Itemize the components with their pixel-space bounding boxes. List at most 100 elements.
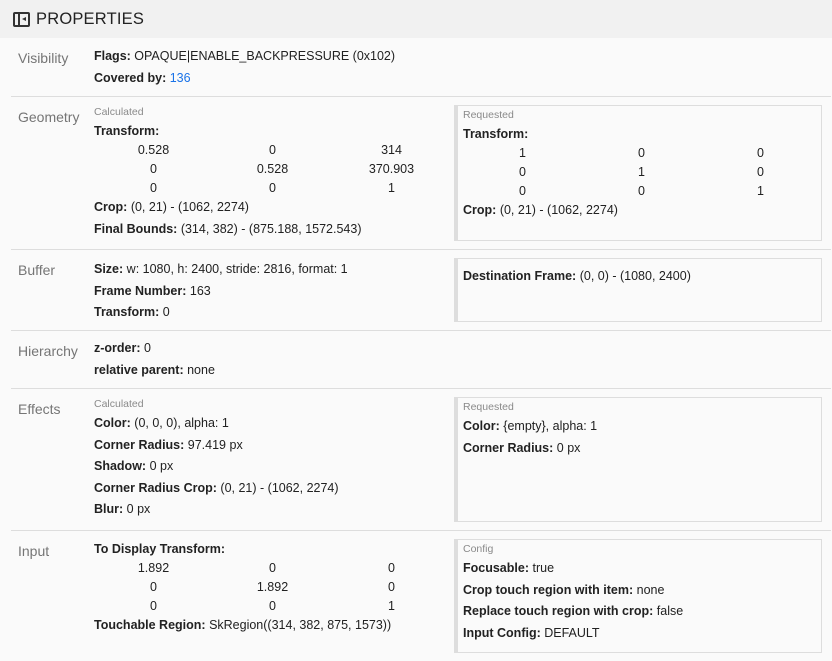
matrix-row: 0 0.528 370.903 — [94, 160, 454, 179]
field-value: 0 — [269, 181, 276, 195]
field-key: To Display Transform: — [94, 542, 226, 556]
field-value: DEFAULT — [544, 625, 600, 640]
subheading: Calculated — [94, 106, 144, 118]
field-value: 1.892 — [137, 561, 170, 575]
property-row: Shadow: 0 px — [94, 457, 454, 479]
property-row: Crop: (0, 21) - (1062, 2274) — [463, 201, 821, 223]
requested-geometry-box: Requested Transform: 1 0 0 0 1 0 0 0 1 Crop: (… — [454, 105, 822, 241]
field-value: 0 — [150, 162, 157, 176]
field-value: 0 — [144, 341, 151, 355]
section-input: Input To Display Transform: 1.892 0 0 0 1.8… — [11, 531, 831, 661]
section-effects: Effects Calculated Color: (0, 0, 0), alp… — [11, 389, 831, 531]
field-value: 0 — [388, 580, 395, 594]
property-row: Transform: — [94, 122, 454, 141]
field-value: 0 — [150, 580, 157, 594]
matrix-row: 0 0 1 — [94, 597, 454, 616]
property-row: Frame Number: 163 — [94, 282, 454, 304]
field-value: 163 — [189, 283, 211, 298]
property-row: relative parent: none — [94, 361, 454, 383]
properties-header: PROPERTIES — [0, 0, 832, 38]
calculated-column: Size: w: 1080, h: 2400, stride: 2816, fo… — [94, 250, 454, 330]
section-geometry: Geometry Calculated Transform: 0.528 0 314… — [11, 97, 831, 250]
matrix-row: 0 0 1 — [94, 179, 454, 198]
display-transform-matrix: 1.892 0 0 0 1.892 0 0 0 1 — [94, 559, 454, 616]
field-value: (0, 21) - (1062, 2274) — [130, 200, 249, 214]
field-value: Requested — [463, 109, 514, 121]
section-hierarchy: Hierarchy z-order: 0 relative parent: no… — [11, 331, 831, 389]
side-panel-icon[interactable] — [13, 11, 30, 27]
field-value: {empty}, alpha: 1 — [503, 419, 598, 433]
matrix-row: 0 1.892 0 — [94, 578, 454, 597]
field-value: 0 — [519, 165, 526, 179]
field-key: Transform: — [94, 305, 160, 319]
calculated-column: Calculated Transform: 0.528 0 314 0 0.528 37… — [94, 97, 454, 249]
input-config-box: Config Focusable: true Crop touch region… — [454, 539, 822, 653]
field-value: (0, 0, 0), alpha: 1 — [134, 416, 229, 430]
property-row: Size: w: 1080, h: 2400, stride: 2816, fo… — [94, 260, 454, 282]
flags: Flags: OPAQUE|ENABLE_BACKPRESSURE (0x102… — [94, 47, 454, 69]
field-key: Corner Radius Crop: — [94, 480, 217, 495]
field-value: Requested — [463, 401, 514, 413]
calculated-column: Calculated Color: (0, 0, 0), alpha: 1 Co… — [94, 389, 454, 530]
calculated-column: z-order: 0 relative parent: none — [94, 331, 454, 388]
field-key: Size: — [94, 262, 124, 276]
final-bounds: Final Bounds: (314, 382) - (875.188, 157… — [94, 220, 454, 242]
field-key: Focusable: — [463, 561, 529, 575]
field-value: 0 px — [126, 502, 151, 516]
field-key: Color: — [463, 419, 500, 433]
property-row: Corner Radius Crop: (0, 21) - (1062, 227… — [94, 479, 454, 501]
covered-by-link[interactable]: 136 — [169, 70, 191, 85]
property-row: Blur: 0 px — [94, 500, 454, 522]
covered-by: Covered by: 136 — [94, 69, 454, 91]
field-value: 0 — [388, 561, 395, 575]
section-label: Buffer — [18, 262, 56, 278]
destination-frame-box: Destination Frame: (0, 0) - (1080, 2400) — [454, 258, 822, 322]
field-value: 1.892 — [256, 580, 289, 594]
property-row: Destination Frame: (0, 0) - (1080, 2400) — [463, 267, 821, 289]
field-key: z-order: — [94, 341, 141, 355]
field-value: 0 — [519, 184, 526, 198]
field-value: 0 — [638, 146, 645, 160]
field-value: SkRegion((314, 382, 875, 1573)) — [209, 618, 392, 632]
field-value: false — [656, 604, 684, 618]
field-value: 0 — [757, 165, 764, 179]
field-value: Calculated — [94, 398, 144, 410]
field-key: Color: — [94, 416, 131, 430]
matrix-row: 0 1 0 — [463, 163, 821, 182]
matrix-row: 1.892 0 0 — [94, 559, 454, 578]
field-value: 1 — [388, 599, 395, 613]
field-key: Flags: — [94, 49, 131, 63]
field-key: Covered by: — [94, 70, 167, 85]
field-value: 314 — [381, 143, 402, 157]
field-value: true — [532, 561, 555, 575]
field-value: Config — [463, 543, 494, 555]
field-key: Input Config: — [463, 625, 541, 640]
property-row: Color: (0, 0, 0), alpha: 1 — [94, 414, 454, 436]
field-value: 0 — [757, 146, 764, 160]
field-value: 0.528 — [256, 162, 289, 176]
property-row: Replace touch region with crop: false — [463, 602, 821, 624]
property-row: z-order: 0 — [94, 339, 454, 361]
field-value: OPAQUE|ENABLE_BACKPRESSURE (0x102) — [134, 49, 396, 63]
field-key: Frame Number: — [94, 283, 187, 298]
field-key: Destination Frame: — [463, 269, 577, 283]
field-key: Transform: — [94, 124, 160, 138]
section-label: Visibility — [18, 50, 69, 66]
field-value: none — [187, 362, 215, 377]
field-value: 97.419 px — [187, 437, 243, 452]
field-value: 370.903 — [368, 162, 415, 176]
field-key: Crop: — [94, 200, 128, 214]
field-value: 0 — [150, 599, 157, 613]
calculated-column: Flags: OPAQUE|ENABLE_BACKPRESSURE (0x102… — [94, 38, 454, 96]
field-key: relative parent: — [94, 362, 184, 377]
requested-transform-matrix: 1 0 0 0 1 0 0 0 1 — [463, 144, 821, 201]
field-value: 0.528 — [137, 143, 170, 157]
field-key: Shadow: — [94, 459, 147, 473]
field-value: 0 — [150, 181, 157, 195]
field-value: 0 — [269, 143, 276, 157]
crop: Crop: (0, 21) - (1062, 2274) — [94, 198, 454, 220]
field-value: w: 1080, h: 2400, stride: 2816, format: … — [126, 262, 348, 276]
property-row: Corner Radius: 0 px — [463, 439, 821, 461]
section-buffer: Buffer Size: w: 1080, h: 2400, stride: 2… — [11, 250, 831, 331]
field-key: Corner Radius: — [463, 440, 554, 455]
